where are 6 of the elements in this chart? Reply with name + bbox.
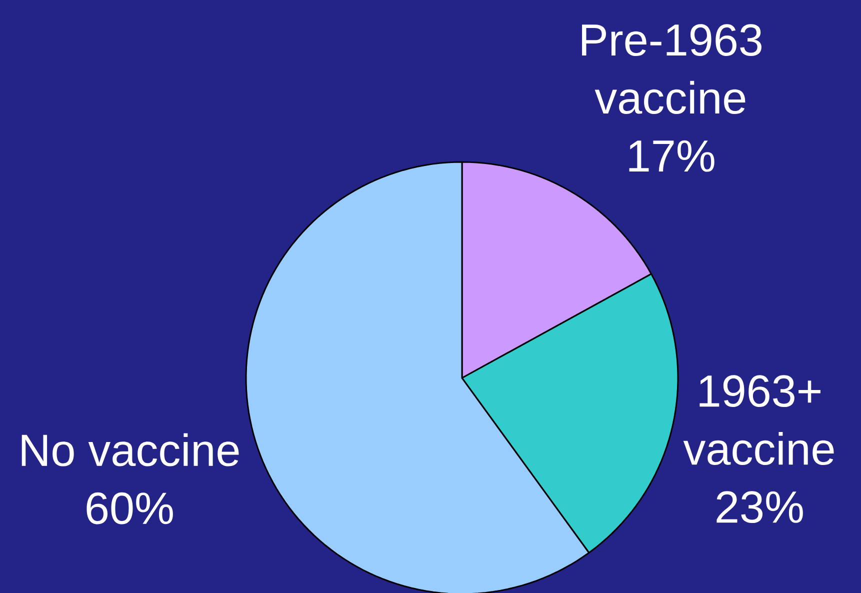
slice-label: No vaccine (22, 433, 239, 466)
data-label: 60% (86, 492, 173, 524)
data-label: 23% (716, 491, 803, 524)
slice-label: Pre-1963 vaccine (582, 24, 762, 114)
data-label: 17% (629, 140, 714, 172)
slice-label: 1963+ vaccine (683, 375, 834, 466)
